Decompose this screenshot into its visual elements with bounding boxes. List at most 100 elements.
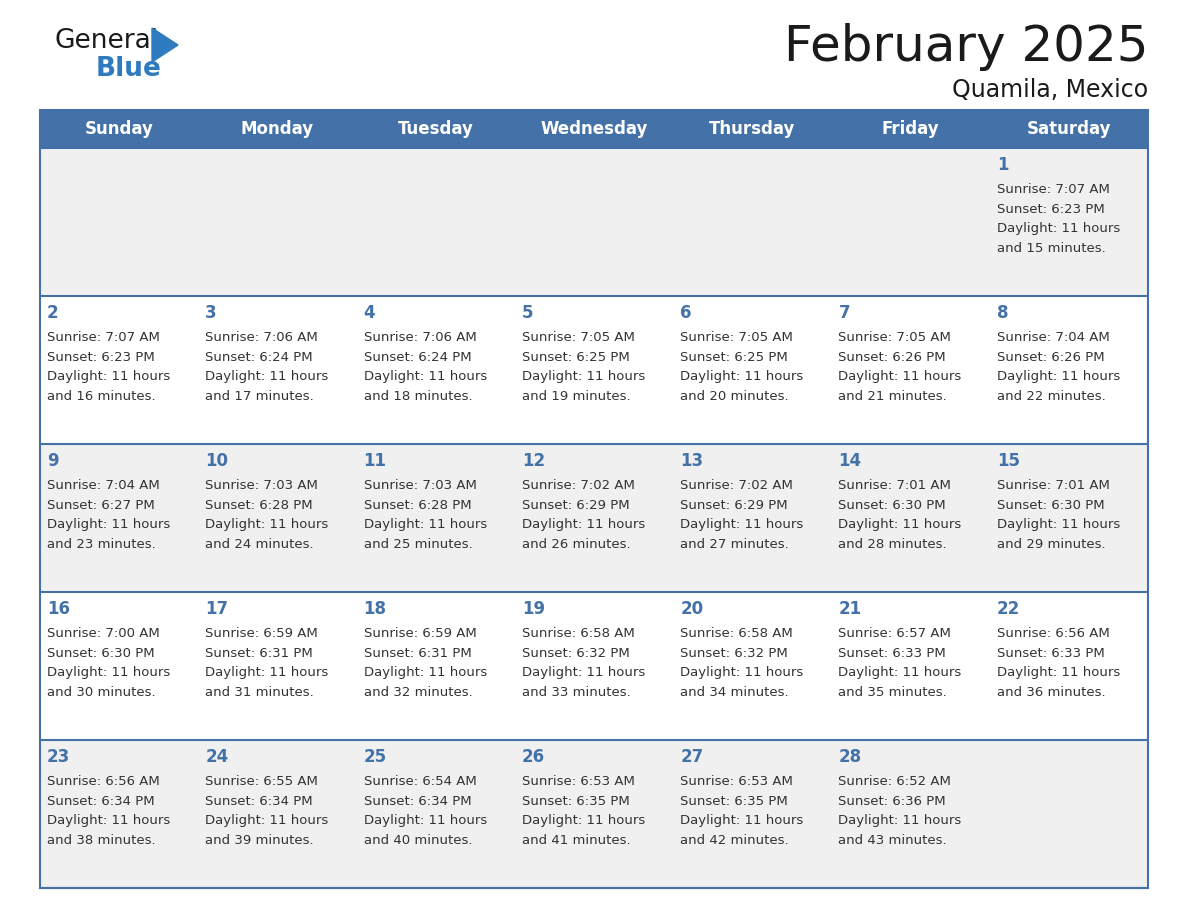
Text: and 16 minutes.: and 16 minutes. bbox=[48, 390, 156, 403]
Text: and 40 minutes.: and 40 minutes. bbox=[364, 834, 472, 846]
Text: Sunset: 6:34 PM: Sunset: 6:34 PM bbox=[364, 795, 472, 808]
Text: Sunset: 6:32 PM: Sunset: 6:32 PM bbox=[522, 647, 630, 660]
Text: Sunset: 6:27 PM: Sunset: 6:27 PM bbox=[48, 498, 154, 512]
Text: and 28 minutes.: and 28 minutes. bbox=[839, 538, 947, 551]
Text: 15: 15 bbox=[997, 452, 1019, 470]
Text: Sunset: 6:26 PM: Sunset: 6:26 PM bbox=[997, 351, 1105, 364]
Text: Daylight: 11 hours: Daylight: 11 hours bbox=[997, 519, 1120, 532]
Text: and 42 minutes.: and 42 minutes. bbox=[681, 834, 789, 846]
Text: 4: 4 bbox=[364, 304, 375, 322]
Text: Sunrise: 7:07 AM: Sunrise: 7:07 AM bbox=[997, 184, 1110, 196]
Text: Sunrise: 7:00 AM: Sunrise: 7:00 AM bbox=[48, 627, 159, 640]
Text: Daylight: 11 hours: Daylight: 11 hours bbox=[206, 814, 329, 827]
Text: Sunrise: 6:55 AM: Sunrise: 6:55 AM bbox=[206, 776, 318, 789]
Text: Daylight: 11 hours: Daylight: 11 hours bbox=[681, 666, 803, 679]
Text: Sunset: 6:33 PM: Sunset: 6:33 PM bbox=[997, 647, 1105, 660]
Text: and 22 minutes.: and 22 minutes. bbox=[997, 390, 1106, 403]
Text: Daylight: 11 hours: Daylight: 11 hours bbox=[206, 370, 329, 384]
Text: Sunset: 6:24 PM: Sunset: 6:24 PM bbox=[364, 351, 472, 364]
Text: Sunset: 6:28 PM: Sunset: 6:28 PM bbox=[206, 498, 312, 512]
Text: 16: 16 bbox=[48, 600, 70, 618]
Bar bbox=[40, 110, 1148, 888]
Text: Sunrise: 7:02 AM: Sunrise: 7:02 AM bbox=[681, 479, 794, 492]
Text: Sunset: 6:29 PM: Sunset: 6:29 PM bbox=[522, 498, 630, 512]
Text: Sunrise: 6:53 AM: Sunrise: 6:53 AM bbox=[681, 776, 794, 789]
Text: 21: 21 bbox=[839, 600, 861, 618]
Text: and 26 minutes.: and 26 minutes. bbox=[522, 538, 631, 551]
Text: Daylight: 11 hours: Daylight: 11 hours bbox=[681, 370, 803, 384]
Text: Sunset: 6:33 PM: Sunset: 6:33 PM bbox=[839, 647, 946, 660]
Text: and 18 minutes.: and 18 minutes. bbox=[364, 390, 472, 403]
Text: Sunrise: 7:06 AM: Sunrise: 7:06 AM bbox=[206, 331, 318, 344]
Text: 9: 9 bbox=[48, 452, 58, 470]
Text: Sunrise: 7:02 AM: Sunrise: 7:02 AM bbox=[522, 479, 634, 492]
Text: and 29 minutes.: and 29 minutes. bbox=[997, 538, 1105, 551]
Text: Sunrise: 6:54 AM: Sunrise: 6:54 AM bbox=[364, 776, 476, 789]
Text: Sunrise: 7:01 AM: Sunrise: 7:01 AM bbox=[839, 479, 952, 492]
Text: Daylight: 11 hours: Daylight: 11 hours bbox=[522, 666, 645, 679]
Text: 18: 18 bbox=[364, 600, 386, 618]
Text: Sunset: 6:29 PM: Sunset: 6:29 PM bbox=[681, 498, 788, 512]
Text: and 32 minutes.: and 32 minutes. bbox=[364, 686, 473, 699]
Text: Sunset: 6:25 PM: Sunset: 6:25 PM bbox=[522, 351, 630, 364]
Text: 23: 23 bbox=[48, 748, 70, 766]
Text: 25: 25 bbox=[364, 748, 387, 766]
Text: Sunset: 6:32 PM: Sunset: 6:32 PM bbox=[681, 647, 788, 660]
Text: Sunrise: 7:07 AM: Sunrise: 7:07 AM bbox=[48, 331, 160, 344]
Text: and 38 minutes.: and 38 minutes. bbox=[48, 834, 156, 846]
Text: 26: 26 bbox=[522, 748, 545, 766]
Text: Monday: Monday bbox=[241, 120, 314, 138]
Text: 20: 20 bbox=[681, 600, 703, 618]
Text: Daylight: 11 hours: Daylight: 11 hours bbox=[364, 370, 487, 384]
Text: Sunrise: 6:53 AM: Sunrise: 6:53 AM bbox=[522, 776, 634, 789]
Text: and 15 minutes.: and 15 minutes. bbox=[997, 241, 1106, 255]
Text: and 25 minutes.: and 25 minutes. bbox=[364, 538, 473, 551]
Text: Sunrise: 6:56 AM: Sunrise: 6:56 AM bbox=[48, 776, 159, 789]
Text: Daylight: 11 hours: Daylight: 11 hours bbox=[839, 814, 961, 827]
Text: 11: 11 bbox=[364, 452, 386, 470]
Text: 28: 28 bbox=[839, 748, 861, 766]
Text: Sunrise: 7:06 AM: Sunrise: 7:06 AM bbox=[364, 331, 476, 344]
Text: Daylight: 11 hours: Daylight: 11 hours bbox=[681, 519, 803, 532]
Text: 27: 27 bbox=[681, 748, 703, 766]
Text: Sunset: 6:28 PM: Sunset: 6:28 PM bbox=[364, 498, 472, 512]
Text: Daylight: 11 hours: Daylight: 11 hours bbox=[522, 519, 645, 532]
Text: and 41 minutes.: and 41 minutes. bbox=[522, 834, 631, 846]
Text: 3: 3 bbox=[206, 304, 217, 322]
Text: Saturday: Saturday bbox=[1026, 120, 1111, 138]
Text: 8: 8 bbox=[997, 304, 1009, 322]
Text: Sunset: 6:31 PM: Sunset: 6:31 PM bbox=[364, 647, 472, 660]
Text: 1: 1 bbox=[997, 156, 1009, 174]
Text: Daylight: 11 hours: Daylight: 11 hours bbox=[206, 666, 329, 679]
Text: and 21 minutes.: and 21 minutes. bbox=[839, 390, 947, 403]
Bar bbox=[40, 592, 1148, 740]
Text: Sunset: 6:23 PM: Sunset: 6:23 PM bbox=[48, 351, 154, 364]
Text: Sunrise: 7:01 AM: Sunrise: 7:01 AM bbox=[997, 479, 1110, 492]
Text: 7: 7 bbox=[839, 304, 851, 322]
Text: Daylight: 11 hours: Daylight: 11 hours bbox=[522, 370, 645, 384]
Text: Daylight: 11 hours: Daylight: 11 hours bbox=[997, 370, 1120, 384]
Text: Daylight: 11 hours: Daylight: 11 hours bbox=[48, 370, 170, 384]
Text: Sunrise: 7:04 AM: Sunrise: 7:04 AM bbox=[997, 331, 1110, 344]
Text: 6: 6 bbox=[681, 304, 691, 322]
Text: Sunset: 6:24 PM: Sunset: 6:24 PM bbox=[206, 351, 312, 364]
Text: Sunrise: 7:03 AM: Sunrise: 7:03 AM bbox=[364, 479, 476, 492]
Text: Thursday: Thursday bbox=[709, 120, 796, 138]
Text: Daylight: 11 hours: Daylight: 11 hours bbox=[839, 370, 961, 384]
Text: Daylight: 11 hours: Daylight: 11 hours bbox=[364, 519, 487, 532]
Text: and 17 minutes.: and 17 minutes. bbox=[206, 390, 314, 403]
Bar bbox=[40, 740, 1148, 888]
Text: Daylight: 11 hours: Daylight: 11 hours bbox=[839, 519, 961, 532]
Text: Tuesday: Tuesday bbox=[398, 120, 474, 138]
Bar bbox=[40, 444, 1148, 592]
Text: Sunset: 6:30 PM: Sunset: 6:30 PM bbox=[839, 498, 946, 512]
Text: Sunrise: 6:58 AM: Sunrise: 6:58 AM bbox=[522, 627, 634, 640]
Text: 13: 13 bbox=[681, 452, 703, 470]
Text: and 33 minutes.: and 33 minutes. bbox=[522, 686, 631, 699]
Text: Sunset: 6:35 PM: Sunset: 6:35 PM bbox=[681, 795, 788, 808]
Text: Sunrise: 7:05 AM: Sunrise: 7:05 AM bbox=[522, 331, 634, 344]
Text: and 34 minutes.: and 34 minutes. bbox=[681, 686, 789, 699]
Text: Daylight: 11 hours: Daylight: 11 hours bbox=[997, 222, 1120, 235]
Text: Daylight: 11 hours: Daylight: 11 hours bbox=[48, 519, 170, 532]
Text: Sunset: 6:36 PM: Sunset: 6:36 PM bbox=[839, 795, 946, 808]
